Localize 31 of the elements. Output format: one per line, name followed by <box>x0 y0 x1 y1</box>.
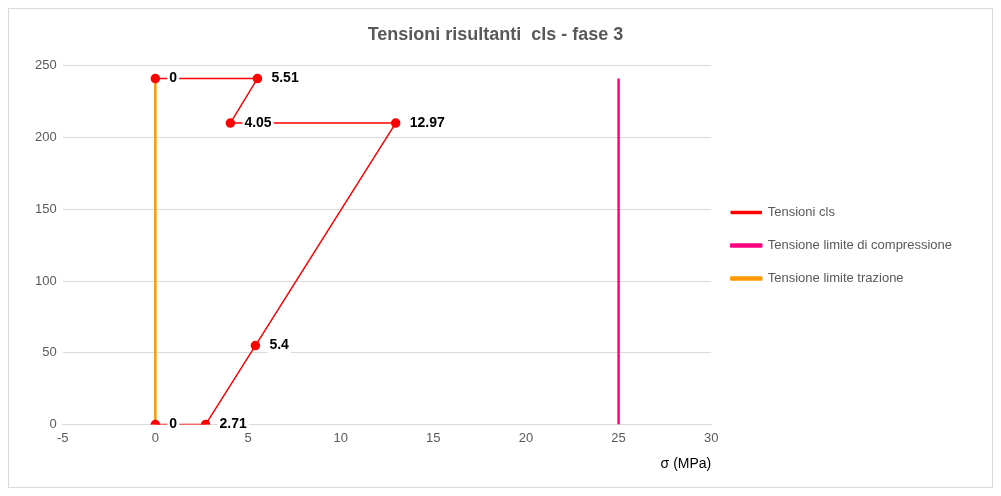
annotation: 12.97 <box>409 113 445 130</box>
x-tick-label: 10 <box>333 429 348 445</box>
y-tick-label: 200 <box>34 128 57 144</box>
x-tick-label: -5 <box>56 429 69 445</box>
annotation: 0 <box>169 69 178 86</box>
x-tick-label: 25 <box>611 429 626 445</box>
x-tick-label: 30 <box>704 429 719 445</box>
point <box>250 340 261 351</box>
x-tick-label: 5 <box>244 429 252 445</box>
x-tick-label: 15 <box>426 429 441 445</box>
annotation: 4.05 <box>244 113 272 130</box>
point <box>390 118 401 128</box>
annotation: 5.4 <box>269 336 290 353</box>
x-tick-label: 20 <box>518 429 534 445</box>
y-tick-label: 250 <box>34 57 57 73</box>
x-tick-label: 0 <box>151 429 159 445</box>
x-axis-title: σ (MPa) <box>660 455 712 472</box>
y-tick-label: 0 <box>49 416 57 432</box>
point <box>225 118 236 128</box>
point <box>252 73 263 84</box>
chart-title: Tensioni risultanti cls - fase 3 <box>367 23 624 44</box>
legend-label: Tensione limite trazione <box>767 270 904 286</box>
annotation: 0 <box>169 415 178 432</box>
point <box>150 73 161 84</box>
annotation: 5.51 <box>271 69 299 86</box>
y-tick-label: 50 <box>42 344 57 360</box>
y-tick-label: 100 <box>34 272 57 288</box>
y-tick-label: 150 <box>34 200 57 216</box>
legend-label: Tensioni cls <box>767 204 836 220</box>
legend-label: Tensione limite di compressione <box>767 237 953 253</box>
annotation: 2.71 <box>219 415 248 432</box>
